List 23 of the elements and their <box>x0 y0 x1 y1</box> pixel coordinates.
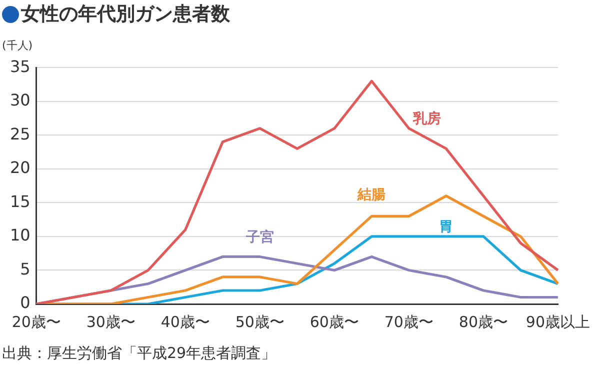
chart-title: 女性の年代別ガン患者数 <box>21 2 230 27</box>
x-tick-label: 50歳〜 <box>235 312 284 331</box>
x-tick-label: 40歳〜 <box>160 312 210 331</box>
x-tick-label: 80歳〜 <box>458 312 508 331</box>
y-tick-label: 5 <box>20 259 30 278</box>
source-note: 出典：厚生労働省「平成29年患者調査」 <box>2 344 276 363</box>
x-tick-label: 60歳〜 <box>310 312 359 331</box>
y-tick-label: 15 <box>10 192 30 211</box>
series-label: 乳房 <box>412 110 441 128</box>
series-label: 胃 <box>439 219 454 236</box>
y-tick-label: 20 <box>10 158 30 178</box>
x-tick-label: 30歳〜 <box>86 312 136 331</box>
y-tick-label: 10 <box>10 226 30 245</box>
y-tick-label: 0 <box>20 293 30 312</box>
y-tick-label: 35 <box>10 56 30 76</box>
series-label: 子宮 <box>244 228 274 246</box>
x-tick-label: 20歳〜 <box>12 312 61 331</box>
y-tick-label: 25 <box>10 124 30 144</box>
x-tick-label: 70歳〜 <box>384 312 434 331</box>
y-axis-title: (千人) <box>2 38 33 53</box>
x-tick-label: 90歳以上 <box>526 312 590 331</box>
y-tick-label: 30 <box>10 90 30 110</box>
series-label: 結腸 <box>356 186 386 203</box>
